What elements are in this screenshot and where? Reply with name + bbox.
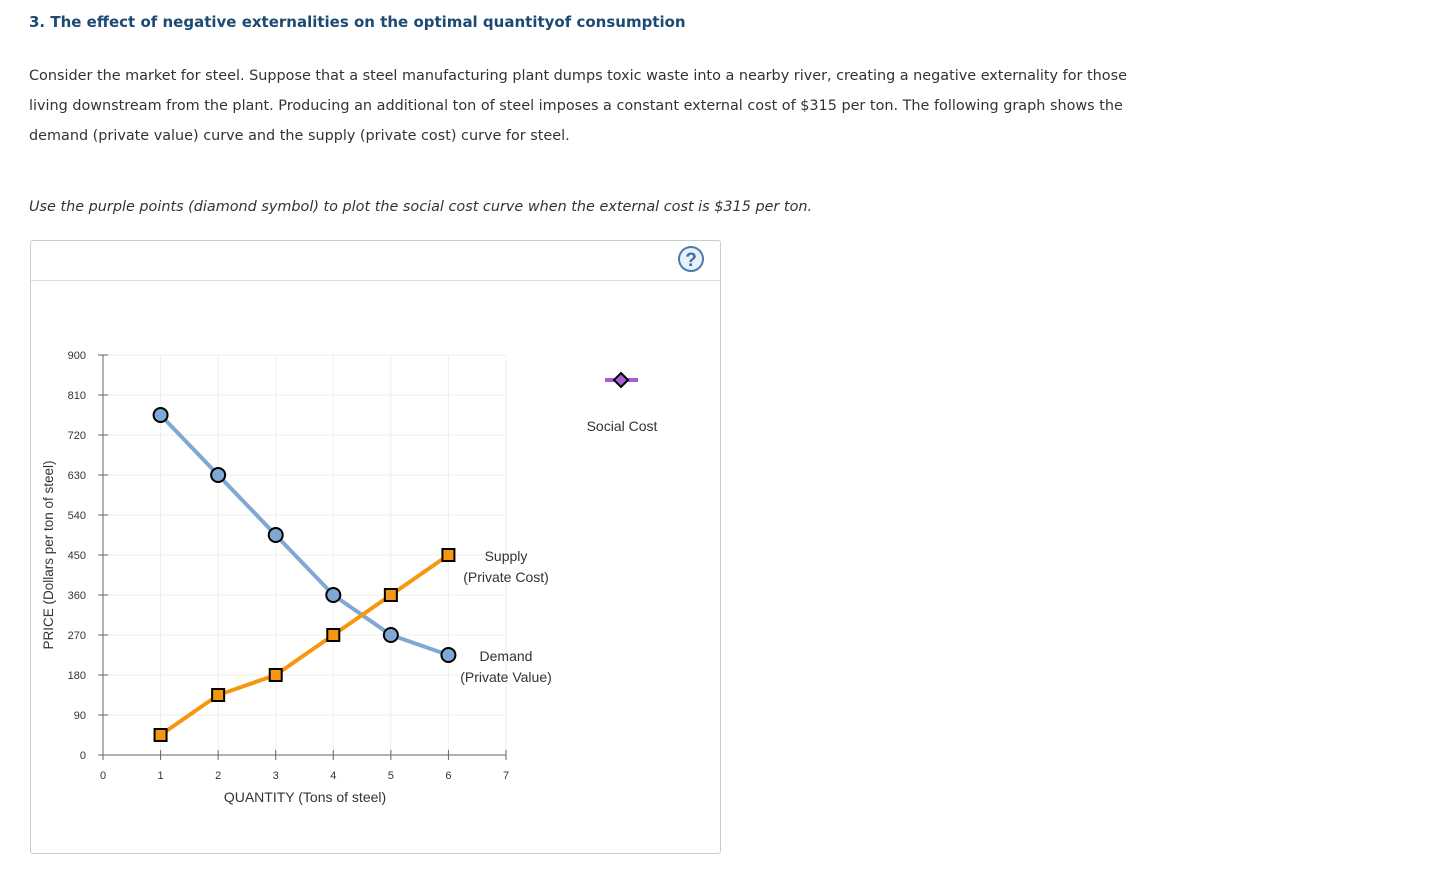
demand-point[interactable] bbox=[210, 467, 227, 483]
y-tick-label: 0 bbox=[80, 750, 86, 762]
demand-sublabel: (Private Value) bbox=[460, 669, 552, 685]
supply-point[interactable] bbox=[383, 588, 398, 602]
demand-point[interactable] bbox=[325, 587, 342, 603]
y-tick-label: 360 bbox=[68, 590, 86, 602]
diamond-icon[interactable] bbox=[612, 371, 630, 389]
supply-point[interactable] bbox=[153, 728, 168, 742]
x-tick-label: 3 bbox=[273, 770, 279, 782]
y-tick-label: 90 bbox=[74, 710, 86, 722]
y-axis-label: PRICE (Dollars per ton of steel) bbox=[41, 460, 56, 649]
y-tick-label: 270 bbox=[68, 630, 86, 642]
demand-point[interactable] bbox=[440, 647, 457, 663]
demand-point[interactable] bbox=[382, 627, 399, 643]
y-tick-label: 900 bbox=[68, 350, 86, 362]
help-icon[interactable]: ? bbox=[678, 246, 704, 272]
supply-point[interactable] bbox=[211, 688, 226, 702]
supply-point[interactable] bbox=[441, 548, 456, 562]
question-title: 3. The effect of negative externalities … bbox=[29, 13, 686, 31]
graph-panel: ? bbox=[30, 240, 721, 854]
x-tick-label: 4 bbox=[330, 770, 336, 782]
demand-point[interactable] bbox=[152, 407, 169, 423]
supply-sublabel: (Private Cost) bbox=[463, 569, 549, 585]
supply-label: Supply bbox=[485, 548, 528, 564]
y-tick-label: 810 bbox=[68, 390, 86, 402]
graph-panel-header: ? bbox=[31, 241, 720, 281]
social-cost-palette-tool[interactable] bbox=[605, 371, 638, 389]
y-tick-label: 180 bbox=[68, 670, 86, 682]
question-paragraph: Consider the market for steel. Suppose t… bbox=[29, 68, 1127, 144]
instruction-text: Use the purple points (diamond symbol) t… bbox=[29, 199, 813, 215]
y-tick-label: 450 bbox=[68, 550, 86, 562]
demand-label: Demand bbox=[480, 648, 533, 664]
x-axis-label: QUANTITY (Tons of steel) bbox=[224, 789, 386, 805]
x-tick-label: 6 bbox=[445, 770, 451, 782]
x-tick-label: 5 bbox=[388, 770, 394, 782]
x-tick-label: 0 bbox=[100, 770, 106, 782]
supply-point[interactable] bbox=[326, 628, 341, 642]
x-tick-label: 7 bbox=[503, 770, 509, 782]
demand-point[interactable] bbox=[267, 527, 284, 543]
supply-curve[interactable] bbox=[159, 553, 450, 737]
demand-curve[interactable] bbox=[159, 413, 450, 657]
y-tick-label: 540 bbox=[68, 510, 86, 522]
x-tick-label: 2 bbox=[215, 770, 221, 782]
social-cost-label: Social Cost bbox=[587, 418, 658, 434]
y-tick-label: 720 bbox=[68, 430, 86, 442]
supply-point[interactable] bbox=[268, 668, 283, 682]
x-tick-label: 1 bbox=[158, 770, 164, 782]
y-tick-label: 630 bbox=[68, 470, 86, 482]
